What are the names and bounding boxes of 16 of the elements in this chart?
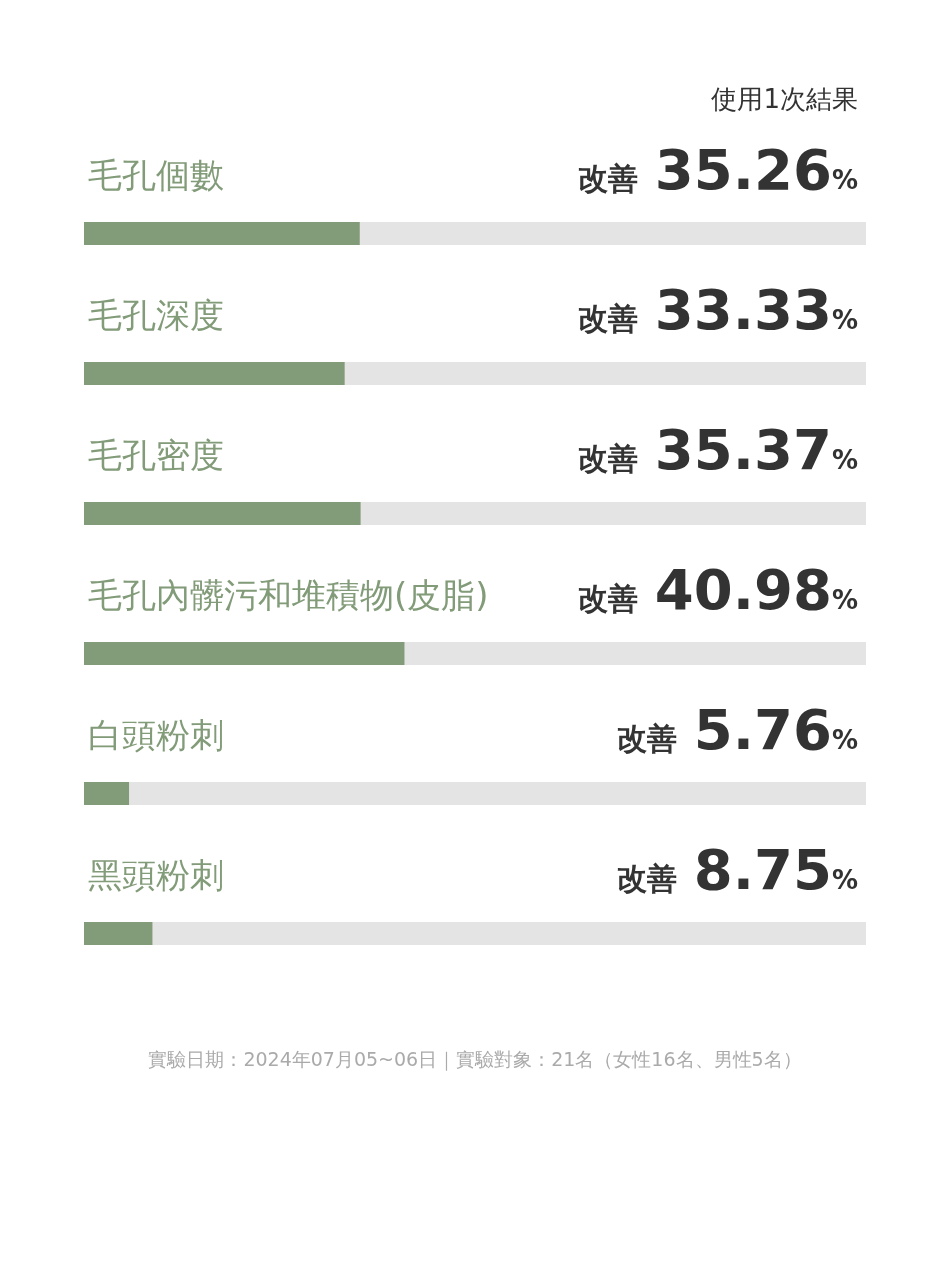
data-label: 改善 40.98% <box>578 557 858 622</box>
chart-subtitle: 使用1次結果 <box>711 84 858 114</box>
data-label: 改善 35.26% <box>578 137 858 202</box>
y-tick-label: 黑頭粉刺 <box>88 855 224 895</box>
y-tick-label: 毛孔深度 <box>88 295 224 335</box>
y-tick-label: 白頭粉刺 <box>88 715 224 755</box>
data-label: 改善 35.37% <box>578 417 858 482</box>
bar <box>84 922 153 945</box>
data-label: 改善 33.33% <box>578 277 858 342</box>
bar <box>84 782 130 805</box>
y-tick-label: 毛孔內髒污和堆積物(皮脂) <box>88 575 489 615</box>
data-label: 改善 5.76% <box>617 697 858 762</box>
data-label: 改善 8.75% <box>617 837 858 902</box>
y-tick-label: 毛孔個數 <box>88 155 224 195</box>
y-tick-label: 毛孔密度 <box>88 435 224 475</box>
text: 實驗日期：2024年07月05~06日｜實驗對象：21名（女性16名、男性5名） <box>148 1048 802 1071</box>
